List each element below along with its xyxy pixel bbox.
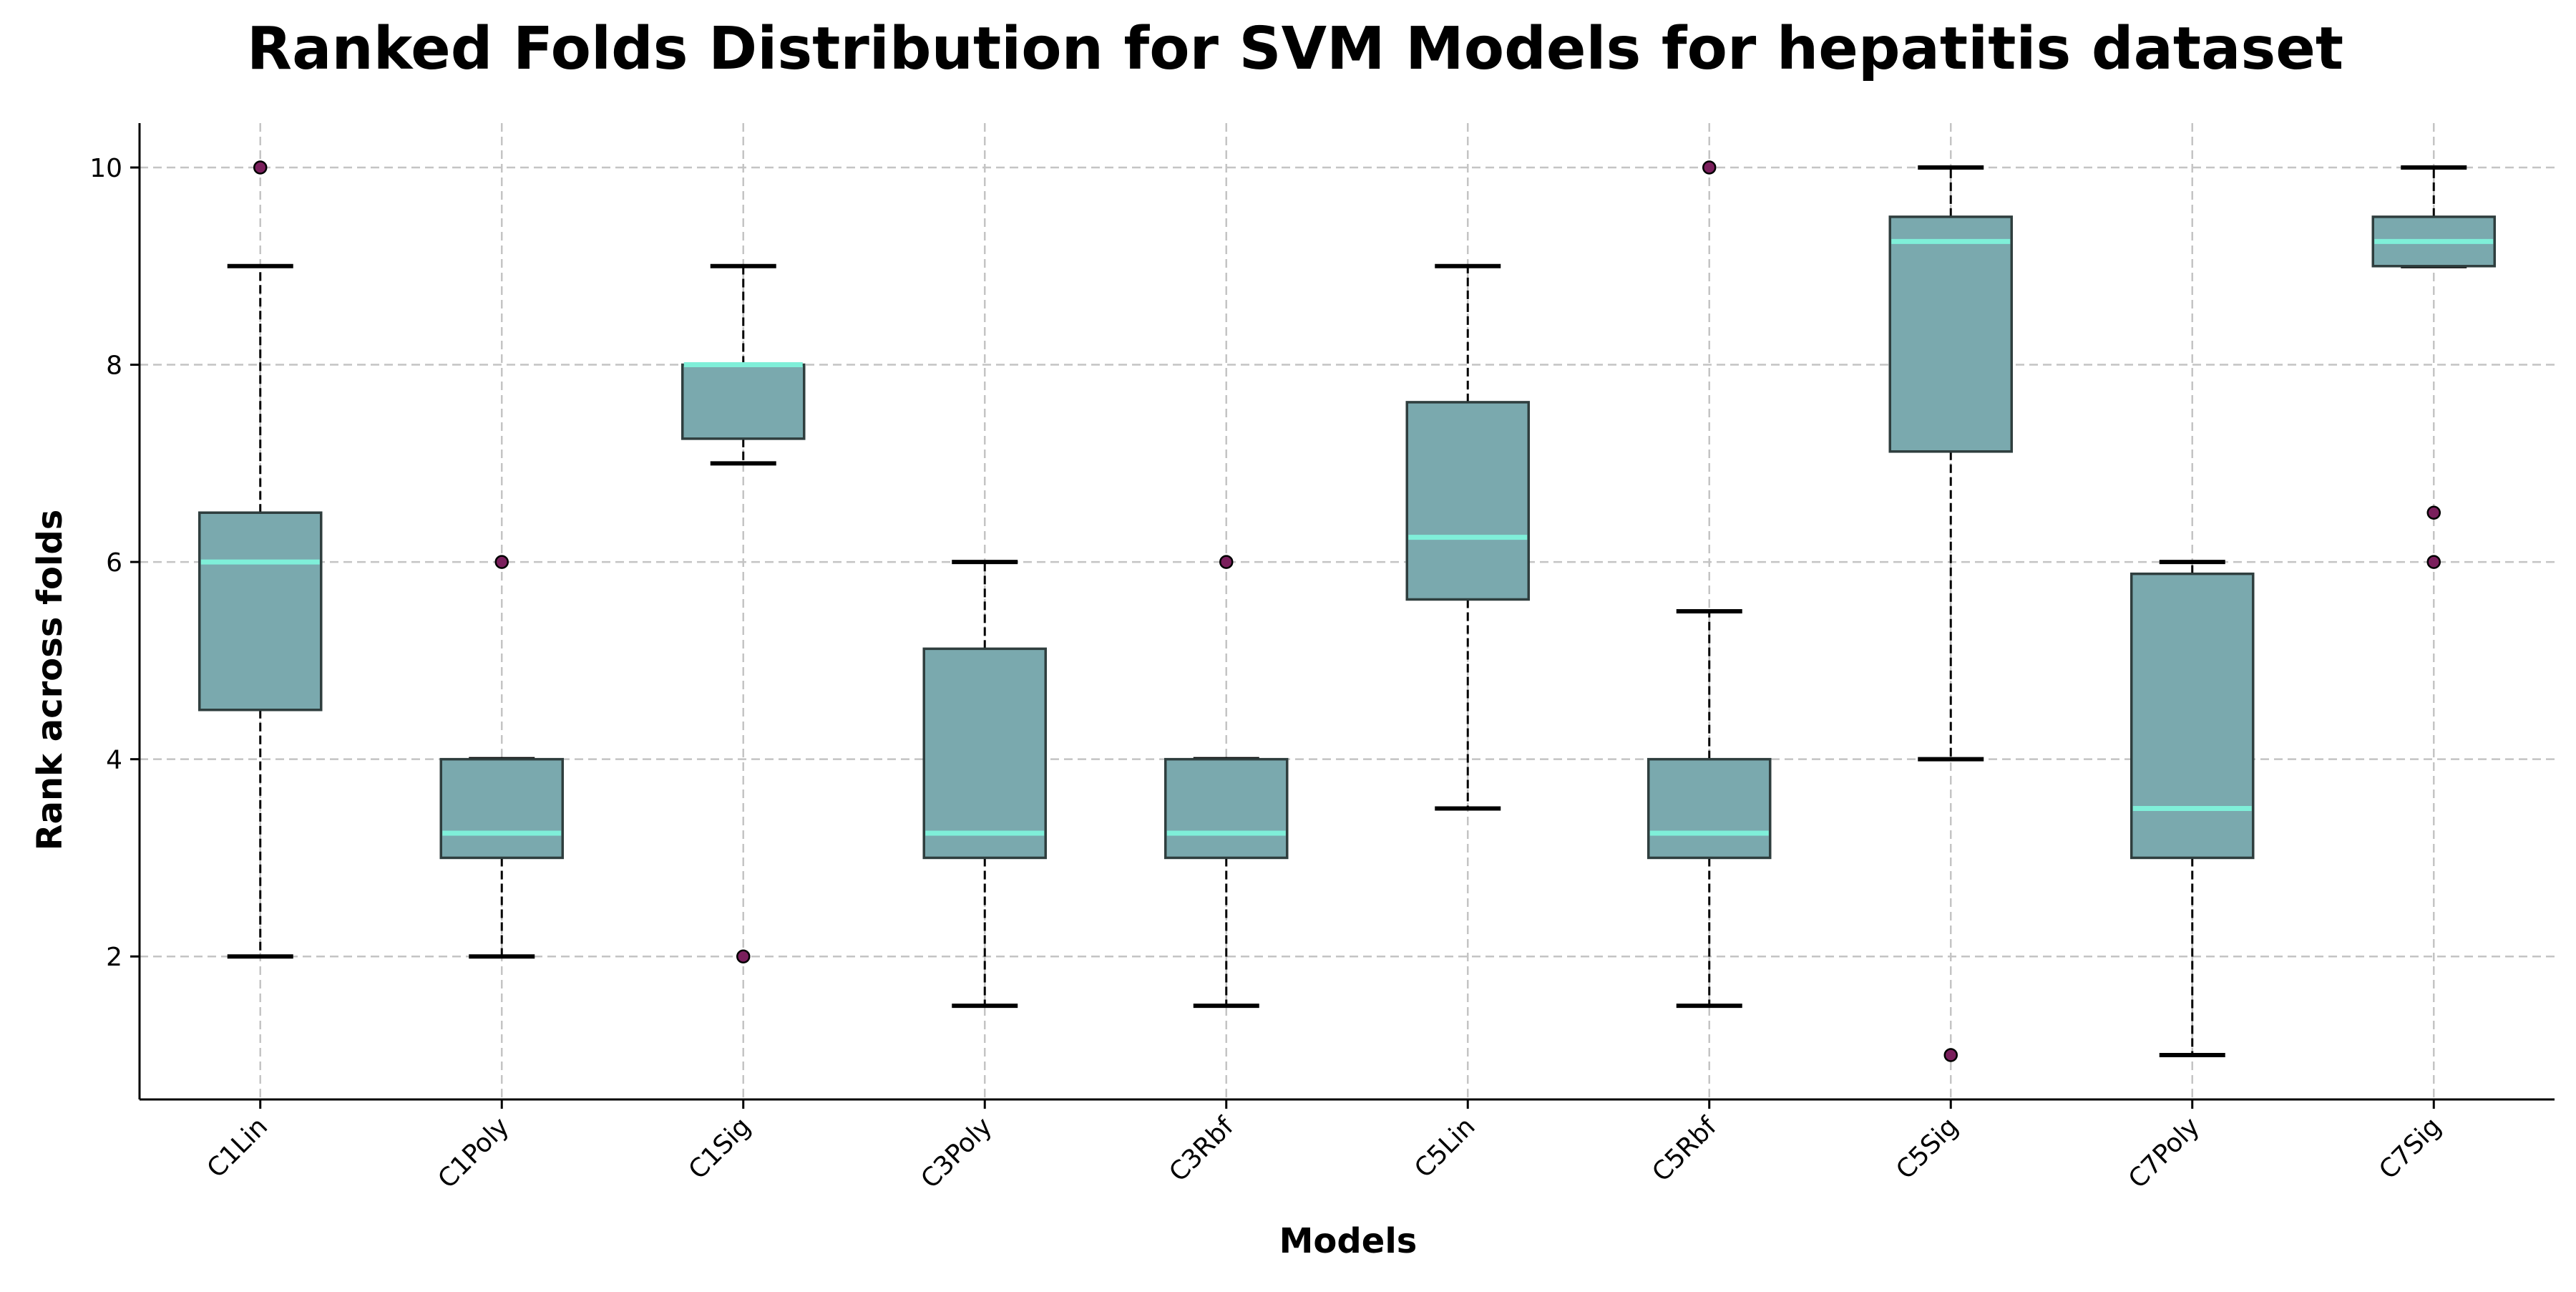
iqr-box [681,363,806,440]
x-tick-label: C1Lin [202,1112,273,1183]
iqr-box [1647,757,1772,860]
x-tick-label: C7Sig [2373,1112,2446,1185]
box-c7sig [2371,165,2496,569]
iqr-box [1405,401,1530,601]
y-tick-label: 8 [106,351,122,381]
box-c7poly [2130,560,2255,1057]
x-tick-label: C1Poly [432,1112,514,1194]
iqr-box [922,647,1047,860]
y-tick-label: 2 [106,943,122,972]
x-tick-label: C3Poly [915,1112,997,1194]
outlier-point [253,160,268,175]
outlier-point [1219,555,1234,569]
x-tick-label: C5Sig [1890,1112,1963,1185]
x-tick-label: C5Lin [1409,1112,1480,1183]
outlier-point [494,555,509,569]
box-c1sig [681,263,806,963]
box-c5lin [1405,263,1530,811]
outlier-point [2426,505,2441,520]
y-axis-label: Rank across folds [30,510,70,851]
outlier-point [2426,555,2441,569]
outlier-point [1943,1048,1958,1062]
y-tick-label: 10 [89,154,122,183]
y-tick-label: 6 [106,548,122,578]
box-c3poly [922,560,1047,1009]
box-c5sig [1888,165,2013,1062]
box-layer [198,160,2496,1062]
box-c1poly [439,555,564,959]
x-tick-label: C1Sig [683,1112,756,1185]
iqr-box [2130,572,2255,860]
outlier-point [1702,160,1717,175]
iqr-box [439,757,564,860]
iqr-box [1888,215,2013,453]
x-tick-label: C5Rbf [1646,1111,1723,1187]
x-tick-label: C7Poly [2123,1112,2205,1194]
box-c5rbf [1647,160,1772,1009]
outlier-point [736,949,751,963]
y-tick-label: 4 [106,746,122,775]
box-c3rbf [1164,555,1289,1009]
box-c1lin [198,160,323,959]
x-tick-label: C3Rbf [1163,1111,1240,1187]
iqr-box [1164,757,1289,860]
iqr-box [198,511,323,711]
x-axis-label: Models [1279,1221,1418,1261]
chart-title: Ranked Folds Distribution for SVM Models… [247,15,2343,83]
